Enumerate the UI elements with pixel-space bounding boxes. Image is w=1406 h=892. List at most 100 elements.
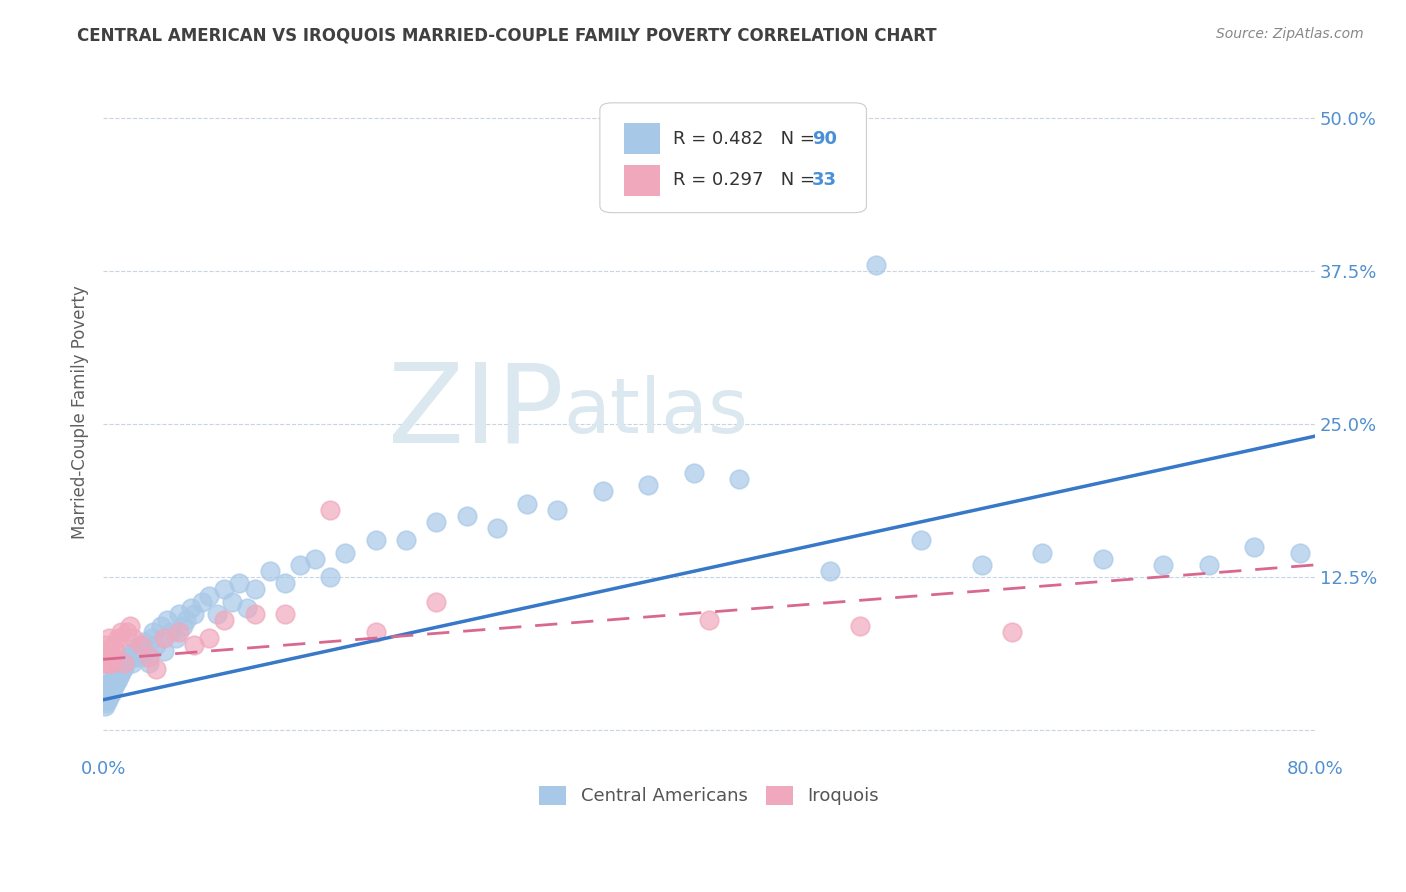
Point	[425, 595, 447, 609]
Point	[198, 589, 221, 603]
Point	[456, 508, 478, 523]
Text: ZIP: ZIP	[388, 359, 564, 466]
Point	[93, 681, 115, 695]
Point	[167, 607, 190, 621]
Point	[93, 698, 115, 713]
Point	[100, 677, 122, 691]
Point	[112, 659, 135, 673]
Point	[1001, 625, 1024, 640]
Point	[97, 656, 120, 670]
Point	[117, 652, 139, 666]
Point	[122, 632, 145, 646]
Point	[236, 600, 259, 615]
Point	[516, 497, 538, 511]
Point	[970, 558, 993, 572]
Point	[97, 684, 120, 698]
Point	[111, 662, 134, 676]
Point	[112, 656, 135, 670]
Point	[288, 558, 311, 572]
Point	[395, 533, 418, 548]
Point	[96, 684, 118, 698]
Point	[131, 649, 153, 664]
Point	[152, 644, 174, 658]
Point	[141, 632, 163, 646]
Text: R = 0.482   N =: R = 0.482 N =	[672, 129, 820, 147]
Point	[96, 689, 118, 703]
Point	[122, 644, 145, 658]
Point	[132, 635, 155, 649]
Point	[145, 638, 167, 652]
Point	[773, 171, 796, 186]
Point	[93, 687, 115, 701]
Point	[101, 656, 124, 670]
Point	[156, 613, 179, 627]
Point	[96, 677, 118, 691]
Point	[101, 674, 124, 689]
Point	[127, 640, 149, 654]
Point	[138, 649, 160, 664]
Point	[910, 533, 932, 548]
Point	[243, 582, 266, 597]
Point	[115, 656, 138, 670]
Point	[107, 632, 129, 646]
Point	[107, 662, 129, 676]
Point	[364, 533, 387, 548]
Point	[93, 656, 115, 670]
Point	[105, 674, 128, 689]
Point	[101, 684, 124, 698]
Point	[214, 582, 236, 597]
Point	[221, 595, 243, 609]
Point	[103, 672, 125, 686]
Point	[592, 484, 614, 499]
Point	[152, 632, 174, 646]
Point	[165, 632, 187, 646]
Point	[190, 595, 212, 609]
Point	[1198, 558, 1220, 572]
FancyBboxPatch shape	[624, 123, 661, 154]
Point	[118, 649, 141, 664]
Point	[96, 638, 118, 652]
Legend: Central Americans, Iroquois: Central Americans, Iroquois	[530, 777, 887, 814]
Point	[107, 672, 129, 686]
Point	[198, 632, 221, 646]
Point	[849, 619, 872, 633]
Point	[728, 472, 751, 486]
Point	[637, 478, 659, 492]
Point	[98, 689, 121, 703]
Point	[304, 551, 326, 566]
Point	[98, 672, 121, 686]
Point	[1031, 546, 1053, 560]
Point	[183, 638, 205, 652]
Point	[103, 638, 125, 652]
Point	[818, 564, 841, 578]
Point	[682, 466, 704, 480]
Point	[274, 607, 297, 621]
Point	[103, 681, 125, 695]
Point	[1288, 546, 1310, 560]
Point	[319, 570, 342, 584]
Point	[149, 619, 172, 633]
Point	[485, 521, 508, 535]
Point	[167, 625, 190, 640]
Point	[135, 644, 157, 658]
Point	[110, 665, 132, 679]
Point	[205, 607, 228, 621]
Point	[335, 546, 357, 560]
Text: R = 0.297   N =: R = 0.297 N =	[672, 170, 820, 189]
Point	[125, 649, 148, 664]
Point	[97, 692, 120, 706]
FancyBboxPatch shape	[624, 165, 661, 195]
Point	[142, 625, 165, 640]
Point	[176, 613, 198, 627]
Point	[104, 677, 127, 691]
Point	[98, 681, 121, 695]
Text: atlas: atlas	[564, 375, 748, 449]
Text: CENTRAL AMERICAN VS IROQUOIS MARRIED-COUPLE FAMILY POVERTY CORRELATION CHART: CENTRAL AMERICAN VS IROQUOIS MARRIED-COU…	[77, 27, 936, 45]
Text: 90: 90	[811, 129, 837, 147]
Point	[172, 619, 194, 633]
Point	[121, 656, 143, 670]
Point	[104, 665, 127, 679]
Point	[100, 649, 122, 664]
Point	[117, 625, 139, 640]
Point	[546, 502, 568, 516]
